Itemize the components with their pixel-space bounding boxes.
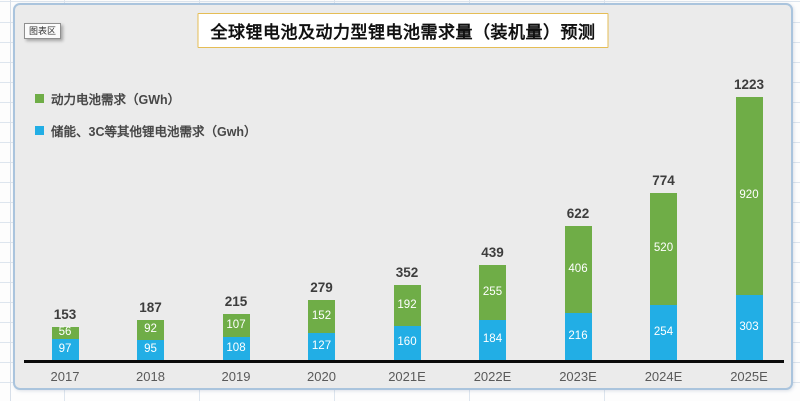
bar-stack-2018[interactable]: 92 95 <box>137 320 164 360</box>
bar-segment-2018-series0[interactable]: 92 <box>137 320 164 340</box>
segment-value-label: 108 <box>226 341 246 354</box>
segment-value-label: 520 <box>653 242 674 255</box>
category-label-2024E: 2024E <box>644 369 683 384</box>
total-label-2024E: 774 <box>652 173 675 188</box>
chart-title[interactable]: 全球锂电池及动力型锂电池需求量（装机量）预测 <box>197 13 609 48</box>
bar-segment-2019-series1[interactable]: 108 <box>222 337 250 360</box>
total-label-2019: 215 <box>224 294 248 309</box>
legend-label-power: 动力电池需求（GWh） <box>51 93 181 107</box>
category-label-2017: 2017 <box>50 369 80 384</box>
bar-segment-2024E-series1[interactable]: 254 <box>650 305 677 360</box>
x-axis-line[interactable] <box>24 360 784 363</box>
total-label-2018: 187 <box>139 300 162 315</box>
plot-area: 56 97 153 2017 92 95 187 2018 107 108 215 2019 152 12… <box>15 5 791 388</box>
chart-area-tooltip: 图表区 <box>24 23 62 39</box>
bar-segment-2017-series0[interactable]: 56 <box>51 326 79 339</box>
bar-segment-2021E-series1[interactable]: 160 <box>393 326 421 360</box>
bar-stack-2024E[interactable]: 520 254 <box>650 193 677 360</box>
bar-stack-2017[interactable]: 56 97 <box>51 326 79 360</box>
legend-swatch-other-icon <box>35 126 44 135</box>
category-label-2025E: 2025E <box>730 369 768 384</box>
category-label-2019: 2019 <box>221 369 251 384</box>
segment-value-label: 920 <box>739 189 759 202</box>
legend-swatch-power-icon <box>35 94 44 103</box>
category-label-2020: 2020 <box>307 369 336 384</box>
bar-segment-2025E-series1[interactable]: 303 <box>735 295 763 360</box>
category-label-2021E: 2021E <box>388 369 426 384</box>
bar-segment-2022E-series0[interactable]: 255 <box>479 265 506 320</box>
bar-segment-2022E-series1[interactable]: 184 <box>479 320 506 360</box>
segment-value-label: 216 <box>568 329 588 342</box>
segment-value-label: 127 <box>311 339 332 352</box>
segment-value-label: 160 <box>397 336 417 349</box>
segment-value-label: 192 <box>397 298 417 311</box>
segment-value-label: 184 <box>482 333 503 346</box>
total-label-2017: 153 <box>53 307 77 322</box>
category-label-2023E: 2023E <box>559 369 597 384</box>
legend-item-other[interactable]: 储能、3C等其他锂电池需求（Gwh） <box>35 121 257 140</box>
bar-segment-2018-series1[interactable]: 95 <box>137 340 164 360</box>
bar-segment-2024E-series0[interactable]: 520 <box>650 193 677 305</box>
total-label-2023E: 622 <box>566 206 590 221</box>
category-label-2018: 2018 <box>136 369 165 384</box>
chart-area[interactable]: 图表区 全球锂电池及动力型锂电池需求量（装机量）预测 动力电池需求（GWh） 储… <box>13 3 793 390</box>
bar-stack-2023E[interactable]: 406 216 <box>564 226 592 360</box>
bar-stack-2021E[interactable]: 192 160 <box>393 285 421 360</box>
bar-segment-2020-series1[interactable]: 127 <box>308 333 335 360</box>
bar-stack-2020[interactable]: 152 127 <box>308 300 335 360</box>
bar-segment-2023E-series1[interactable]: 216 <box>564 313 592 360</box>
segment-value-label: 97 <box>58 342 72 355</box>
bar-segment-2021E-series0[interactable]: 192 <box>393 285 421 326</box>
segment-value-label: 152 <box>311 309 332 322</box>
bar-stack-2022E[interactable]: 255 184 <box>479 265 506 360</box>
bar-segment-2023E-series0[interactable]: 406 <box>564 226 592 313</box>
segment-value-label: 303 <box>739 320 759 333</box>
legend-label-other: 储能、3C等其他锂电池需求（Gwh） <box>51 125 257 139</box>
bar-stack-2025E[interactable]: 920 303 <box>735 97 763 360</box>
legend-item-power[interactable]: 动力电池需求（GWh） <box>35 89 257 108</box>
segment-value-label: 92 <box>144 323 157 336</box>
total-label-2022E: 439 <box>481 245 504 260</box>
segment-value-label: 255 <box>482 285 503 298</box>
segment-value-label: 95 <box>144 343 157 356</box>
total-label-2025E: 1223 <box>733 77 765 92</box>
total-label-2020: 279 <box>310 280 333 295</box>
segment-value-label: 107 <box>226 318 246 331</box>
segment-value-label: 254 <box>653 325 674 338</box>
total-label-2021E: 352 <box>395 265 419 280</box>
bar-segment-2025E-series0[interactable]: 920 <box>735 97 763 295</box>
segment-value-label: 56 <box>58 326 72 339</box>
category-label-2022E: 2022E <box>473 369 512 384</box>
worksheet-gridline <box>10 0 11 401</box>
bar-segment-2019-series0[interactable]: 107 <box>222 314 250 337</box>
bar-stack-2019[interactable]: 107 108 <box>222 314 250 360</box>
segment-value-label: 406 <box>568 262 588 275</box>
bar-segment-2017-series1[interactable]: 97 <box>51 339 79 360</box>
bar-segment-2020-series0[interactable]: 152 <box>308 300 335 333</box>
chart-legend[interactable]: 动力电池需求（GWh） 储能、3C等其他锂电池需求（Gwh） <box>35 89 257 153</box>
